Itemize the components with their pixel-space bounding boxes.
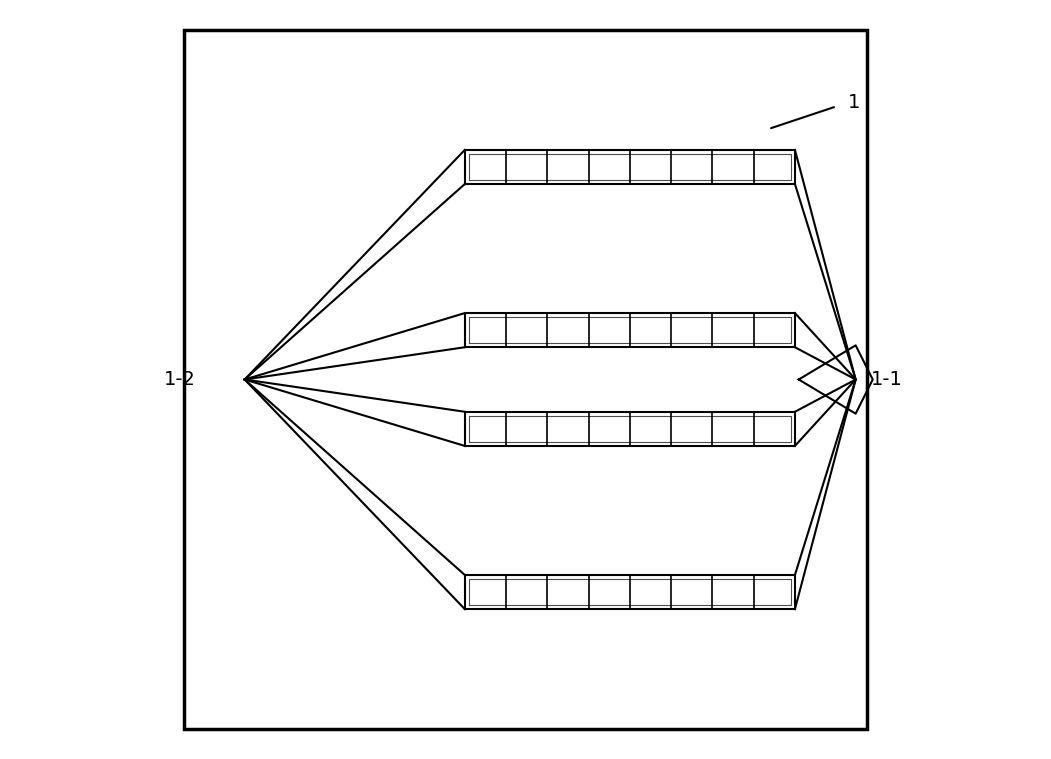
Text: 1-1: 1-1 [871, 370, 903, 389]
Text: 1-2: 1-2 [164, 370, 195, 389]
Text: 1: 1 [848, 93, 861, 112]
